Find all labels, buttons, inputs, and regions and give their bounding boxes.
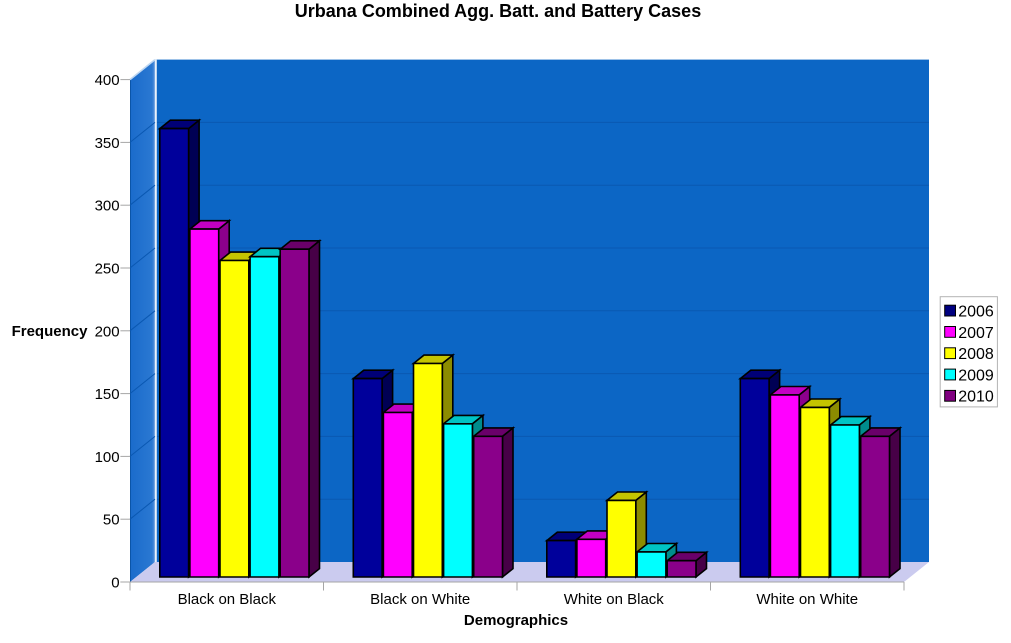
svg-text:Urbana Combined Agg. Batt. and: Urbana Combined Agg. Batt. and Battery C…	[295, 1, 701, 21]
svg-text:150: 150	[95, 386, 120, 403]
svg-text:2006: 2006	[958, 304, 994, 321]
svg-text:300: 300	[95, 198, 120, 215]
svg-text:200: 200	[95, 323, 120, 340]
svg-text:0: 0	[111, 575, 119, 592]
svg-text:2008: 2008	[958, 346, 994, 363]
svg-text:Black on Black: Black on Black	[178, 591, 277, 608]
svg-text:White on White: White on White	[756, 591, 858, 608]
svg-text:350: 350	[95, 135, 120, 152]
svg-text:Demographics: Demographics	[464, 612, 568, 629]
svg-text:Black on White: Black on White	[370, 591, 470, 608]
svg-text:50: 50	[103, 512, 120, 529]
svg-text:2007: 2007	[958, 325, 994, 342]
svg-text:2010: 2010	[958, 389, 994, 406]
svg-text:White on Black: White on Black	[564, 591, 665, 608]
svg-text:100: 100	[95, 449, 120, 466]
svg-text:400: 400	[95, 72, 120, 89]
svg-text:250: 250	[95, 261, 120, 278]
svg-text:Frequency: Frequency	[12, 323, 89, 340]
svg-text:2009: 2009	[958, 367, 994, 384]
